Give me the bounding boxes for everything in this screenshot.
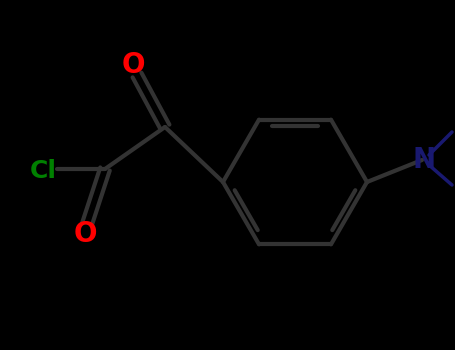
Text: O: O — [73, 220, 97, 248]
Text: O: O — [121, 51, 145, 79]
Text: N: N — [412, 146, 435, 174]
Text: Cl: Cl — [30, 159, 56, 183]
